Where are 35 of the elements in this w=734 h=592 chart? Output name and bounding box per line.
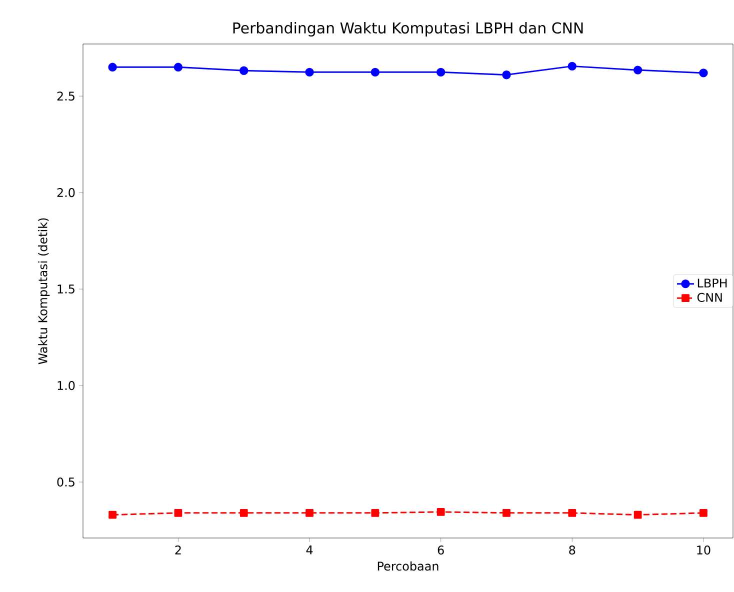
point bbox=[633, 66, 642, 74]
point bbox=[108, 62, 117, 72]
y-tick-label: 0.5 bbox=[57, 478, 74, 487]
x-tick-label: 4 bbox=[306, 546, 313, 554]
point bbox=[174, 62, 183, 72]
point bbox=[436, 68, 446, 77]
point bbox=[436, 508, 445, 516]
x-tick-label: 8 bbox=[569, 546, 576, 555]
point bbox=[240, 66, 248, 75]
point bbox=[305, 68, 314, 77]
x-axis-title: Percobaan bbox=[378, 561, 438, 571]
point bbox=[370, 68, 380, 77]
point bbox=[634, 510, 642, 519]
y-tick-label: 2.0 bbox=[57, 188, 75, 198]
point bbox=[371, 508, 380, 517]
point bbox=[306, 508, 314, 517]
x-tick-label: 6 bbox=[438, 546, 444, 555]
point bbox=[502, 70, 511, 80]
y-tick-label: 1.5 bbox=[58, 284, 74, 294]
y-axis-title: Waktu Komputasi (detik) bbox=[38, 218, 50, 364]
point bbox=[568, 508, 576, 517]
legend-label: LBPH bbox=[698, 278, 727, 288]
point bbox=[699, 68, 708, 78]
y-tick-label: 2.5 bbox=[57, 92, 74, 101]
x-tick-label: 2 bbox=[175, 546, 181, 554]
legend-label: CNN bbox=[697, 292, 722, 302]
point bbox=[108, 510, 116, 519]
point bbox=[174, 508, 182, 517]
x-tick-label: 10 bbox=[697, 546, 710, 555]
point bbox=[700, 508, 708, 517]
point bbox=[568, 62, 576, 71]
point bbox=[502, 508, 510, 517]
chart-title: Perbandingan Waktu Komputasi LBPH dan CNN bbox=[233, 22, 583, 36]
y-tick-label: 1.0 bbox=[58, 381, 75, 390]
point bbox=[240, 508, 248, 517]
